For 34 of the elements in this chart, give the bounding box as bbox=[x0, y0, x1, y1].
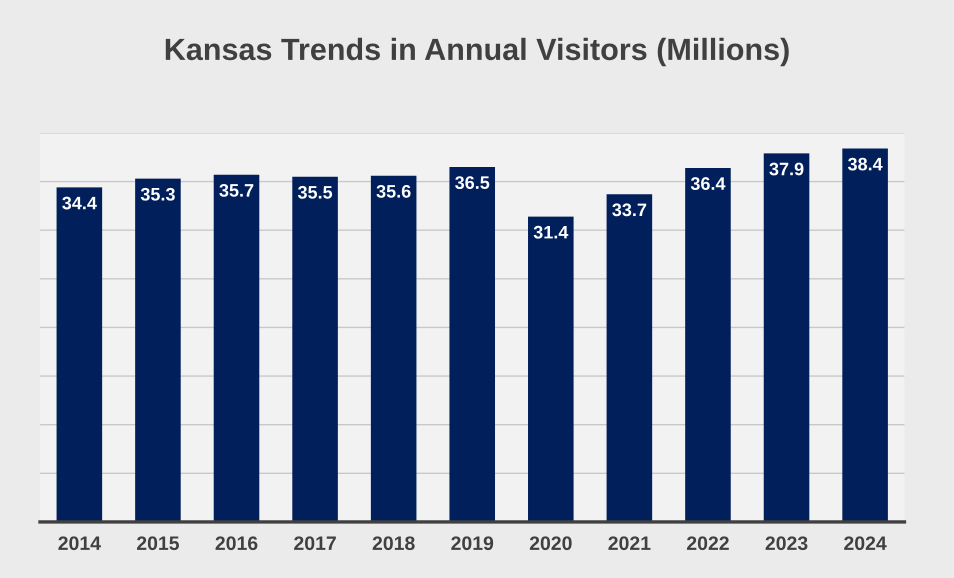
x-tick-label: 2024 bbox=[844, 536, 887, 550]
x-tick-label: 2020 bbox=[530, 536, 572, 550]
x-tick-label: 2016 bbox=[216, 536, 258, 550]
bar bbox=[292, 176, 338, 522]
x-tick-label: 2015 bbox=[136, 536, 180, 550]
data-label: 34.4 bbox=[62, 196, 97, 210]
chart-title: Kansas Trends in Annual Visitors (Millions) bbox=[166, 38, 789, 66]
bar bbox=[135, 178, 181, 522]
bar bbox=[842, 148, 888, 522]
data-label: 35.6 bbox=[376, 184, 411, 198]
data-label: 31.4 bbox=[534, 226, 568, 239]
x-tick-label: 2017 bbox=[294, 536, 336, 550]
x-tick-label: 2021 bbox=[608, 536, 650, 550]
bar bbox=[370, 176, 416, 522]
data-label: 38.4 bbox=[848, 158, 883, 171]
x-tick-label: 2014 bbox=[58, 536, 101, 550]
x-tick-label: 2018 bbox=[372, 536, 415, 550]
data-label: 35.3 bbox=[140, 188, 175, 201]
bar bbox=[449, 166, 496, 522]
bar bbox=[606, 194, 652, 522]
data-label: 36.4 bbox=[690, 177, 726, 190]
data-label: 33.7 bbox=[612, 203, 646, 216]
bar bbox=[56, 187, 102, 522]
bar bbox=[528, 216, 574, 522]
x-tick-label: 2022 bbox=[687, 536, 729, 550]
x-tick-label: 2023 bbox=[766, 536, 808, 550]
x-tick-label: 2019 bbox=[451, 536, 494, 550]
data-label: 35.5 bbox=[298, 186, 332, 199]
bar bbox=[764, 153, 810, 522]
bar bbox=[214, 174, 260, 522]
data-label: 36.5 bbox=[455, 176, 490, 190]
data-label: 35.7 bbox=[219, 184, 254, 197]
data-label: 37.9 bbox=[769, 162, 804, 176]
bar bbox=[685, 168, 731, 522]
